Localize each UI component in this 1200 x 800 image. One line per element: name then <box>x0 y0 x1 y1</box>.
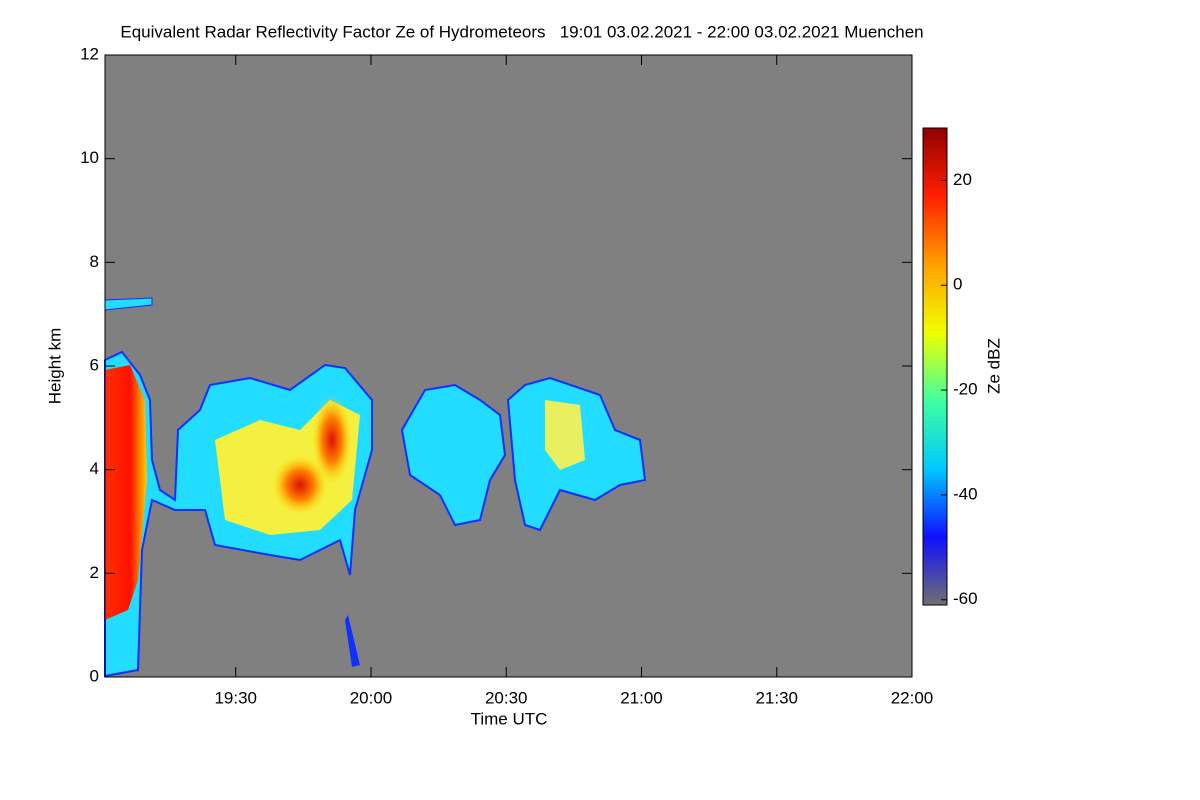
y-tick-label: 0 <box>90 666 99 685</box>
y-tick-label: 10 <box>80 148 99 167</box>
plot-area <box>105 55 912 677</box>
y-axis-label: Height km <box>45 328 64 405</box>
x-tick-label: 20:30 <box>485 688 528 707</box>
x-tick-label: 20:00 <box>350 688 393 707</box>
colorbar-tick-label: 0 <box>953 275 962 294</box>
y-tick-label: 8 <box>90 252 99 271</box>
x-tick-label: 21:00 <box>620 688 663 707</box>
x-tick-label: 21:30 <box>755 688 798 707</box>
y-tick-label: 6 <box>90 355 99 374</box>
y-tick-label: 2 <box>90 563 99 582</box>
x-tick-label: 22:00 <box>891 688 934 707</box>
colorbar <box>922 127 948 606</box>
x-tick-label: 19:30 <box>214 688 257 707</box>
echo-field <box>104 297 647 678</box>
colorbar-label: Ze dBZ <box>984 338 1003 394</box>
chart-title: Equivalent Radar Reflectivity Factor Ze … <box>120 22 923 41</box>
colorbar-tick-label: 20 <box>953 170 972 189</box>
y-tick-label: 12 <box>80 44 99 63</box>
colorbar-tick-label: -40 <box>953 484 978 503</box>
x-axis-label: Time UTC <box>471 709 548 728</box>
y-tick-label: 4 <box>90 459 99 478</box>
colorbar-tick-label: -20 <box>953 380 978 399</box>
colorbar-tick-label: -60 <box>953 589 978 608</box>
